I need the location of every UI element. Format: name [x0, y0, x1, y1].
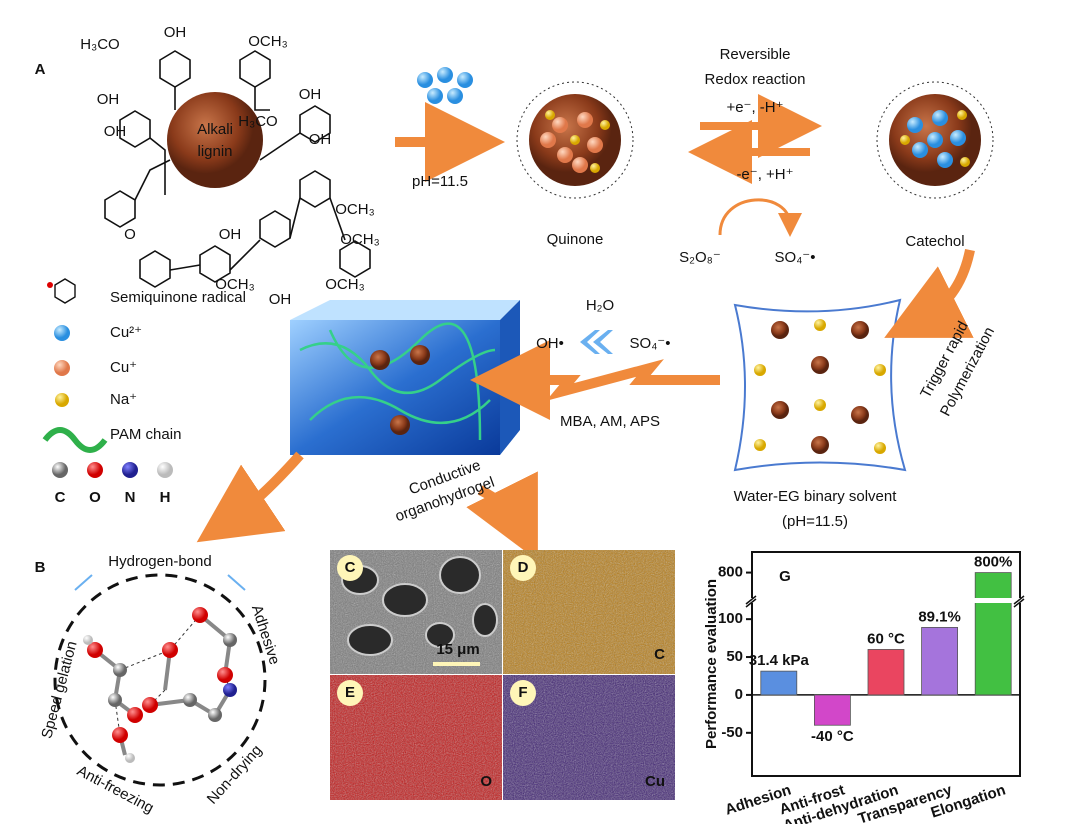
- solvent-label: Water-EG binary solvent: [734, 488, 898, 505]
- legend-icons: [42, 278, 173, 478]
- sulfate-radical: SO₄⁻•: [775, 249, 816, 266]
- structure-label: OH: [269, 291, 292, 308]
- axis-break: [744, 598, 1028, 603]
- cu-ions: [417, 67, 473, 104]
- catechol-particle: [876, 81, 994, 199]
- atom-label: N: [125, 489, 136, 506]
- hydroxyl-radical: OH•: [536, 335, 564, 352]
- panel-label: E: [345, 684, 355, 701]
- value-label: 60 °C: [867, 630, 905, 647]
- redox-backward: -e⁻, +H⁺: [736, 166, 793, 183]
- catechol-label: Catechol: [905, 233, 964, 250]
- structure-label: OH: [104, 123, 127, 140]
- legend-label: Cu⁺: [110, 359, 137, 376]
- panel-label: F: [518, 684, 527, 701]
- redox-title: Reversible: [720, 46, 791, 63]
- molecules: [83, 607, 237, 763]
- arrow: [466, 471, 538, 561]
- plot-frame: [751, 551, 1021, 777]
- structure-label: OCH₃: [248, 33, 287, 50]
- hbond-title: Hydrogen-bond: [108, 553, 211, 570]
- value-label: 89.1%: [918, 608, 961, 625]
- bar: [867, 649, 905, 696]
- atom-label: H: [160, 489, 171, 506]
- y-tick-label: 0: [735, 686, 743, 703]
- legend-label: Cu²⁺: [110, 324, 142, 341]
- y-tick-label: -50: [721, 724, 743, 741]
- quinone-label: Quinone: [547, 231, 604, 248]
- structure-label: OCH₃: [215, 276, 254, 293]
- lignin-particle: [167, 92, 263, 188]
- sulfate-radical: SO₄⁻•: [630, 335, 671, 352]
- reagents: MBA, AM, APS: [560, 413, 660, 430]
- structure-label: OCH₃: [335, 201, 374, 218]
- legend-label: Semiquinone radical: [110, 289, 246, 306]
- persulfate: S₂O₈⁻: [679, 249, 721, 266]
- redox-title: Redox reaction: [705, 71, 806, 88]
- lignin-structure: [104, 50, 371, 288]
- structure-label: OH: [219, 226, 242, 243]
- structure-label: OH: [299, 86, 322, 103]
- scale-bar-label: 15 μm: [436, 641, 479, 658]
- bar: [760, 670, 798, 696]
- lightning-arrow: [470, 340, 720, 420]
- bar: [814, 694, 851, 726]
- water: H₂O: [586, 297, 614, 314]
- panel-label: D: [518, 559, 529, 576]
- panel-label: C: [345, 559, 356, 576]
- atom-label: O: [89, 489, 101, 506]
- break-mark: [1013, 595, 1025, 608]
- ph-label: pH=11.5: [412, 173, 468, 190]
- arrow: [884, 248, 975, 338]
- y-tick-label: 100: [718, 610, 743, 627]
- bar: [921, 627, 958, 696]
- y-tick-label: 50: [726, 648, 743, 665]
- legend-label: PAM chain: [110, 426, 181, 443]
- lignin-label: Alkali: [197, 121, 233, 138]
- panel-label: G: [779, 568, 791, 585]
- y-tick-label: 800: [718, 564, 743, 581]
- element-label: C: [654, 646, 665, 663]
- solvent-network: [733, 298, 907, 472]
- structure-label: OCH₃: [340, 231, 379, 248]
- hbond-ring: [53, 573, 267, 787]
- solvent-ph: (pH=11.5): [782, 513, 848, 530]
- value-label: 31.4 kPa: [749, 652, 810, 669]
- arrows: [74, 574, 246, 591]
- y-axis-label: Performance evaluation: [703, 579, 720, 749]
- redox-forward: +e⁻, -H⁺: [726, 99, 783, 116]
- lignin-label: lignin: [197, 143, 232, 160]
- value-label: -40 °C: [811, 728, 854, 745]
- structure-label: OCH₃: [325, 276, 364, 293]
- bar: [974, 572, 1012, 696]
- structure-label: OH: [97, 91, 120, 108]
- legend-label: Na⁺: [110, 391, 137, 408]
- element-label: O: [480, 773, 492, 790]
- panel-label: A: [35, 61, 46, 78]
- break-mark: [745, 595, 757, 608]
- value-label: 800%: [974, 554, 1012, 571]
- chevrons: [580, 330, 613, 354]
- redox-arrows: [688, 94, 822, 237]
- arrow: [196, 451, 304, 543]
- structure-label: OH: [309, 131, 332, 148]
- element-label: Cu: [645, 773, 665, 790]
- structure-label: H₃CO: [80, 36, 119, 53]
- structure-label: OH: [164, 24, 187, 41]
- micrographs: [330, 550, 675, 800]
- hydrogel-box: [290, 300, 520, 455]
- atom-label: C: [55, 489, 66, 506]
- structure-label: H₃CO: [238, 113, 277, 130]
- structure-label: O: [124, 226, 136, 243]
- panel-label: B: [35, 559, 46, 576]
- quinone-particle: [516, 81, 634, 199]
